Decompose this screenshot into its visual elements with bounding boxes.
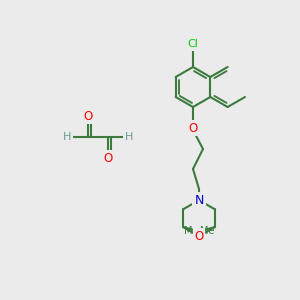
Text: Cl: Cl — [188, 39, 198, 49]
Text: H: H — [125, 132, 133, 142]
Text: O: O — [194, 230, 204, 243]
Text: N: N — [194, 194, 204, 207]
Text: H: H — [63, 132, 71, 142]
Text: O: O — [103, 152, 112, 164]
Text: O: O — [83, 110, 93, 122]
Text: O: O — [188, 122, 198, 134]
Text: Me: Me — [200, 226, 214, 236]
Text: Me: Me — [184, 226, 198, 236]
